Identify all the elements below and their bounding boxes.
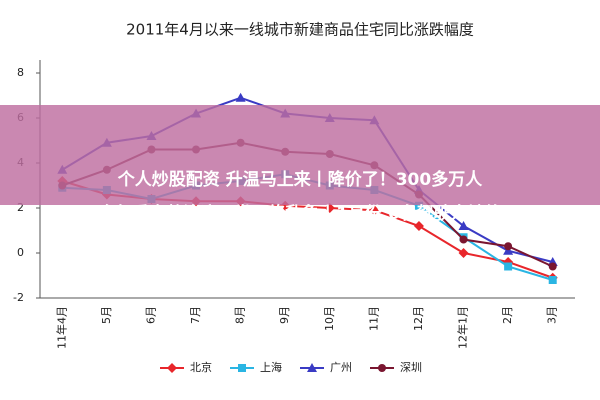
marker [378, 364, 386, 372]
x-tick-label: 3月 [546, 306, 559, 324]
x-tick-label: 9月 [278, 306, 291, 324]
x-tick-label: 12月 [412, 306, 425, 331]
marker [504, 242, 513, 251]
legend-label: 北京 [190, 360, 212, 374]
marker [548, 276, 557, 284]
marker [504, 262, 513, 271]
y-tick-label: 2 [17, 201, 24, 214]
marker [413, 221, 424, 231]
overlay-banner [0, 105, 600, 205]
legend-label: 广州 [330, 361, 352, 374]
marker [324, 203, 335, 213]
marker [307, 363, 317, 372]
x-tick-label: 2月 [501, 306, 514, 324]
x-tick-label: 5月 [100, 306, 113, 324]
marker [458, 221, 469, 230]
marker [369, 205, 380, 216]
y-tick-label: -2 [13, 291, 24, 304]
marker [414, 201, 423, 210]
marker [458, 248, 469, 258]
legend-label: 深圳 [400, 361, 422, 374]
y-tick-label: 8 [17, 66, 24, 79]
marker [548, 262, 557, 271]
overlay-text: 个人炒股配资 升温马上来丨降价了！300多万人 [117, 169, 483, 190]
legend-label: 上海 [260, 360, 282, 374]
x-tick-label: 8月 [234, 306, 247, 324]
x-tick-label: 11月 [367, 306, 380, 331]
x-tick-label: 10月 [323, 306, 336, 331]
x-tick-label: 6月 [144, 306, 157, 324]
marker [459, 235, 468, 244]
marker [167, 363, 177, 373]
marker [238, 364, 246, 372]
overlay-text: 今年重点整治这八类网络乱象丨1月份 6名驾驶人被终 [98, 203, 503, 224]
chart-title: 2011年4月以来一线城市新建商品住宅同比涨跌幅度 [126, 21, 474, 39]
x-tick-label: 11年4月 [54, 306, 68, 349]
y-tick-label: 0 [17, 246, 24, 259]
x-tick-label: 12年1月 [456, 306, 470, 349]
overlay-text: 驾驶人被终生禁驾 [232, 231, 368, 252]
marker [235, 92, 246, 102]
x-tick-label: 7月 [189, 306, 202, 324]
